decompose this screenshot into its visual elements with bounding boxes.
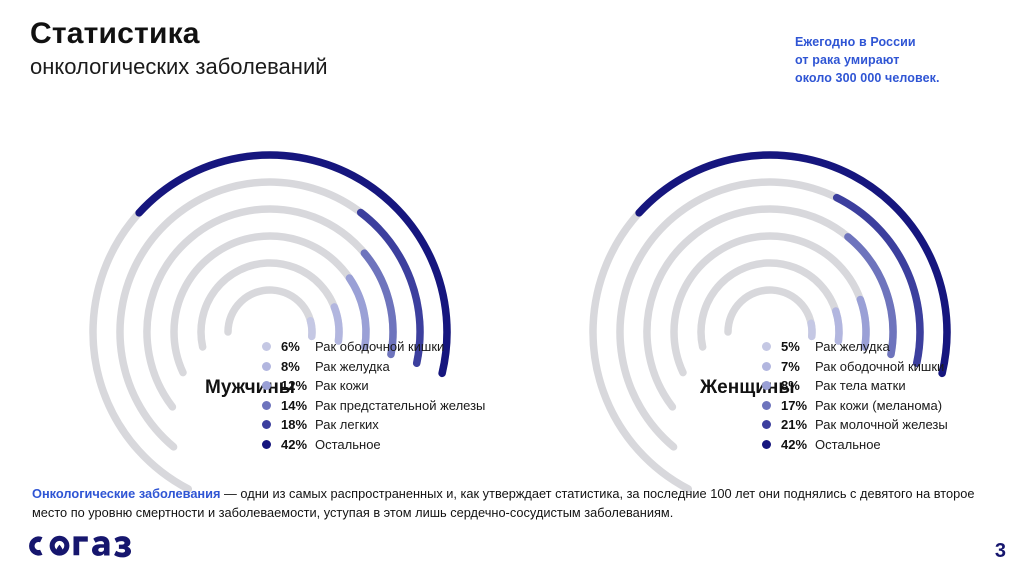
- sogaz-logo: [18, 528, 158, 564]
- title-subtitle: онкологических заболеваний: [30, 53, 328, 79]
- legend-percent: 8%: [781, 378, 800, 394]
- ring-track: [224, 286, 316, 341]
- legend-color-dot: [762, 381, 771, 391]
- legend-item: 6% Рак ободочной кишки: [262, 337, 485, 357]
- ring-value-arc: [135, 151, 451, 378]
- page-title: Статистика онкологических заболеваний: [30, 18, 328, 79]
- ring-track: [670, 232, 870, 377]
- legend-item: 18% Рак легких: [262, 415, 485, 435]
- legend-item: 17% Рак кожи (меланома): [762, 396, 948, 416]
- footer-body: — одни из самых распространенных и, как …: [32, 486, 975, 521]
- legend-color-dot: [262, 420, 271, 430]
- chart-men-rings: [89, 151, 451, 493]
- legend-percent: 14%: [281, 397, 308, 413]
- legend-color-dot: [762, 361, 771, 371]
- legend-percent: 5%: [781, 339, 800, 355]
- legend-percent: 7%: [781, 358, 800, 374]
- ring-value-arc: [831, 307, 843, 345]
- legend-label: Рак кожи (меланома): [815, 397, 943, 413]
- ring-value-arc: [832, 193, 924, 367]
- annual-deaths-note: Ежегодно в России от рака умирают около 30…: [795, 35, 940, 85]
- chart-men: Мужчины: [10, 105, 480, 493]
- ring-track: [697, 259, 843, 351]
- legend-women: 5% Рак желудка 7% Рак ободочной кишки 8% Рак …: [762, 337, 948, 454]
- legend-men: 6% Рак ободочной кишки 8% Рак желудка 12% Рак…: [262, 337, 485, 454]
- footer-highlight: Онкологические заболевания: [32, 486, 221, 501]
- legend-label: Рак легких: [315, 417, 379, 433]
- chart-women-title: Женщины: [700, 377, 795, 398]
- legend-label: Рак тела матки: [815, 378, 906, 394]
- legend-color-dot: [262, 400, 271, 410]
- legend-item: 42% Остальное: [262, 435, 485, 455]
- legend-color-dot: [762, 342, 771, 352]
- legend-item: 8% Рак желудка: [262, 357, 485, 377]
- title-main: Статистика: [30, 17, 200, 50]
- legend-label: Рак желудка: [315, 358, 390, 374]
- legend-item: 7% Рак ободочной кишки: [762, 357, 948, 377]
- legend-label: Рак ободочной кишки: [315, 339, 445, 355]
- legend-percent: 42%: [281, 436, 308, 452]
- chart-women-rings: [589, 151, 951, 493]
- ring-value-arc: [345, 274, 370, 351]
- legend-color-dot: [762, 420, 771, 430]
- legend-color-dot: [262, 381, 271, 391]
- legend-item: 8% Рак тела матки: [762, 376, 948, 396]
- legend-label: Остальное: [815, 436, 881, 452]
- chart-women: Женщины: [510, 105, 980, 493]
- legend-label: Рак молочной железы: [815, 417, 948, 433]
- legend-percent: 12%: [281, 378, 308, 394]
- ring-value-arc: [330, 303, 343, 345]
- legend-percent: 21%: [781, 417, 808, 433]
- legend-label: Рак предстательной железы: [315, 397, 486, 413]
- ring-value-arc: [856, 295, 870, 351]
- chart-men-title: Мужчины: [205, 377, 296, 398]
- legend-percent: 18%: [281, 417, 308, 433]
- legend-color-dot: [762, 400, 771, 410]
- legend-percent: 42%: [781, 436, 808, 452]
- legend-color-dot: [262, 342, 271, 352]
- legend-percent: 17%: [781, 397, 808, 413]
- legend-item: 12% Рак кожи: [262, 376, 485, 396]
- legend-item: 14% Рак предстательной железы: [262, 396, 485, 416]
- ring-value-arc: [306, 316, 316, 341]
- ring-track: [724, 286, 816, 341]
- ring-value-arc: [356, 208, 424, 367]
- legend-percent: 8%: [281, 358, 300, 374]
- ring-value-arc: [844, 233, 897, 359]
- legend-label: Остальное: [315, 436, 381, 452]
- legend-label: Рак кожи: [315, 378, 369, 394]
- ring-track: [197, 259, 343, 351]
- ring-value-arc: [360, 249, 397, 359]
- footer-paragraph: Онкологические заболевания — одни из сам…: [32, 484, 992, 523]
- legend-color-dot: [262, 361, 271, 371]
- page-number: 3: [994, 540, 1006, 562]
- ring-value-arc: [635, 151, 951, 378]
- legend-label: Рак ободочной кишки: [815, 358, 945, 374]
- legend-color-dot: [762, 439, 771, 449]
- ring-value-arc: [807, 319, 816, 341]
- legend-item: 21% Рак молочной железы: [762, 415, 948, 435]
- legend-color-dot: [262, 439, 271, 449]
- legend-percent: 6%: [281, 339, 300, 355]
- legend-item: 5% Рак желудка: [762, 337, 948, 357]
- legend-label: Рак желудка: [815, 339, 890, 355]
- legend-item: 42% Остальное: [762, 435, 948, 455]
